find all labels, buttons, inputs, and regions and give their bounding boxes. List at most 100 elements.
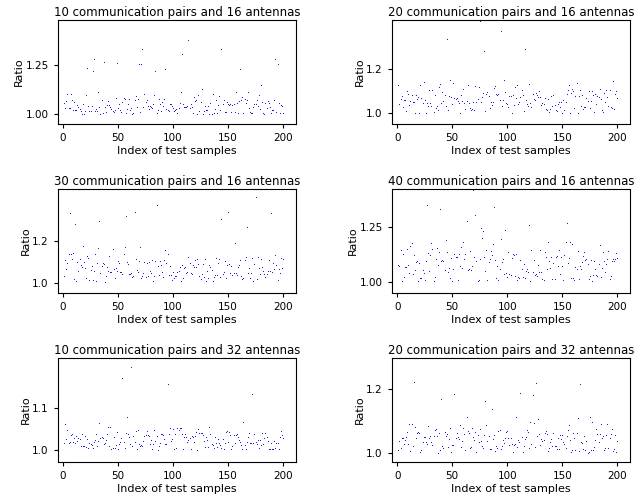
Point <box>581 94 591 102</box>
Point <box>105 267 115 275</box>
Point <box>595 430 605 438</box>
Point <box>412 257 422 265</box>
Point <box>538 437 548 445</box>
Point <box>564 436 575 444</box>
Point <box>545 264 556 272</box>
Point <box>71 432 81 440</box>
Point <box>62 90 72 98</box>
Point <box>600 98 610 106</box>
Title: 40 communication pairs and 16 antennas: 40 communication pairs and 16 antennas <box>388 175 634 188</box>
Point <box>522 426 532 434</box>
Point <box>234 97 244 105</box>
Point <box>137 45 147 53</box>
Point <box>457 437 467 445</box>
Point <box>513 100 524 108</box>
Point <box>203 102 213 110</box>
Point <box>164 424 175 432</box>
Point <box>124 269 134 277</box>
Point <box>401 433 411 441</box>
Point <box>549 275 559 283</box>
Point <box>127 109 138 117</box>
Point <box>230 269 241 277</box>
Point <box>163 380 173 388</box>
Point <box>419 433 429 441</box>
Point <box>592 430 602 438</box>
Point <box>147 445 157 453</box>
Point <box>157 268 167 276</box>
Point <box>523 268 533 276</box>
Point <box>195 429 205 437</box>
Point <box>529 96 540 104</box>
Point <box>411 434 421 442</box>
Point <box>220 108 230 116</box>
Point <box>538 275 548 283</box>
Point <box>178 100 188 108</box>
Point <box>495 445 506 453</box>
Point <box>451 434 461 442</box>
Y-axis label: Ratio: Ratio <box>20 396 31 424</box>
Point <box>108 245 118 253</box>
Point <box>209 109 219 117</box>
Point <box>243 432 253 440</box>
Point <box>144 258 154 266</box>
Point <box>190 255 200 263</box>
Point <box>472 431 483 439</box>
Point <box>225 431 236 439</box>
Point <box>589 443 599 451</box>
Point <box>568 87 579 95</box>
Point <box>578 105 588 113</box>
Point <box>609 105 619 113</box>
Point <box>140 90 150 98</box>
Point <box>399 96 409 104</box>
Point <box>207 277 218 285</box>
Point <box>224 100 234 108</box>
Point <box>190 432 200 440</box>
Point <box>238 417 248 425</box>
Point <box>220 257 230 265</box>
Point <box>170 106 180 114</box>
Point <box>238 109 248 117</box>
Point <box>513 436 524 444</box>
Point <box>182 102 193 110</box>
Point <box>541 106 552 114</box>
Point <box>550 442 561 450</box>
Point <box>591 425 602 433</box>
Point <box>277 264 287 272</box>
Point <box>564 81 574 88</box>
Point <box>546 92 556 100</box>
Point <box>108 107 118 115</box>
Point <box>576 102 586 110</box>
Point <box>125 440 135 448</box>
Point <box>406 420 417 428</box>
Point <box>76 261 86 269</box>
Point <box>544 108 554 116</box>
Point <box>599 257 609 265</box>
Point <box>83 444 93 452</box>
Point <box>599 89 609 97</box>
Point <box>558 438 568 446</box>
Point <box>531 379 541 387</box>
Point <box>126 269 136 277</box>
Point <box>497 102 507 110</box>
Point <box>63 104 74 112</box>
Point <box>180 430 190 438</box>
Point <box>564 421 574 429</box>
Point <box>595 241 605 249</box>
Point <box>120 444 130 452</box>
Point <box>506 253 516 261</box>
Point <box>104 442 115 450</box>
Point <box>596 419 606 427</box>
Point <box>77 263 87 271</box>
Point <box>461 217 472 225</box>
Point <box>104 252 115 260</box>
Point <box>538 100 548 108</box>
Point <box>432 244 442 252</box>
Point <box>570 446 580 454</box>
Point <box>109 108 119 116</box>
Point <box>134 60 144 68</box>
Point <box>201 106 211 114</box>
Point <box>515 93 525 101</box>
Point <box>136 441 147 449</box>
Point <box>494 96 504 104</box>
Point <box>589 257 599 265</box>
